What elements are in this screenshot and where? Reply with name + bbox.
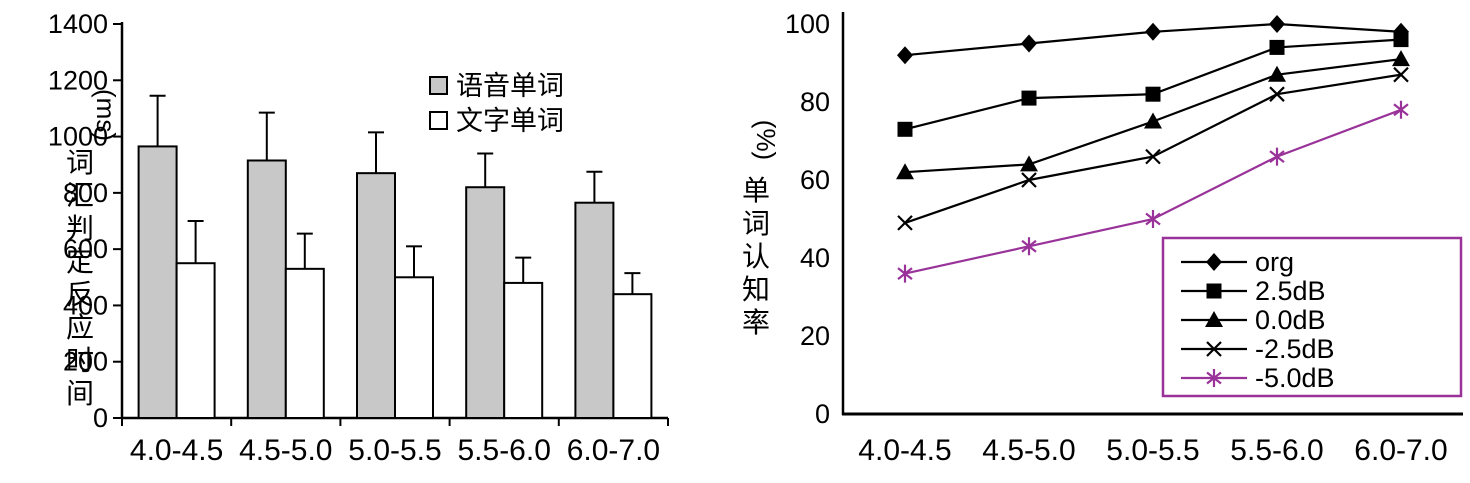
y-tick-label: 1000 [48,122,108,152]
y-axis-title-char: 间 [66,378,94,409]
y-axis-title-char: 知 [742,274,770,305]
y-axis-title-char: 时 [66,345,94,376]
category-label: 5.0-5.5 [348,434,441,467]
reaction-time-bar-chart: 0 200 400 600 800 1000 1200 1400 4.0-4.5 4.5-5.0 5… [48,9,669,467]
legend-label: org [1255,247,1294,277]
legend-label: -2.5dB [1255,334,1335,364]
y-tick-label: 100 [785,9,830,39]
y-tick-label: 400 [63,290,108,320]
asterisk-marker-icon [1145,210,1161,228]
recognition-rate-line-chart: 0 20 40 60 80 100 4.0-4.5 4.5-5.0 5.0-5.5 5.5-6.0… [742,9,1463,467]
triangle-marker-icon [896,163,914,180]
x-marker-icon [897,215,913,231]
square-marker-icon [1021,90,1037,106]
legend-label: 文字单词 [456,106,564,136]
category-label: 4.0-4.5 [858,434,951,467]
triangle-marker-icon [1144,112,1162,129]
bar [612,293,653,419]
y-axis-title-char: 汇 [66,180,94,211]
y-axis-title-char: 定 [66,246,94,277]
y-tick-label: 0 [815,399,830,429]
y-axis-unit-label: (ms) [91,89,121,141]
square-marker-icon [1393,32,1409,48]
y-axis-title-char: 词 [742,208,770,239]
diamond-marker-icon [1269,15,1285,33]
y-axis-title-char: 认 [742,241,770,272]
triangle-marker-icon [1392,50,1410,67]
x-marker-icon [1269,86,1285,102]
bar [356,172,396,419]
diamond-marker-icon [1206,253,1222,271]
bar [574,201,615,419]
y-tick-label: 600 [63,234,108,264]
square-marker-icon [1145,86,1161,102]
legend-label: 2.5dB [1255,276,1326,306]
category-label: 5.5-6.0 [1230,434,1323,467]
y-axis-title-char: 单 [742,175,770,206]
diamond-marker-icon [1145,22,1161,41]
legend-label: 语音单词 [456,71,564,101]
triangle-marker-icon [1205,311,1223,327]
y-tick-label: 80 [800,87,830,117]
y-tick-label: 40 [800,243,830,273]
y-tick-label: 800 [63,178,108,208]
x-marker-icon [1145,148,1161,165]
asterisk-marker-icon [1269,147,1285,166]
y-axis-title-char: 判 [66,213,94,244]
y-tick-label: 1200 [48,65,108,95]
asterisk-marker-icon [897,264,913,283]
category-label: 4.5-5.0 [982,434,1075,467]
category-label: 4.0-4.5 [130,434,223,467]
bar [394,276,434,419]
y-tick-label: 60 [800,165,830,195]
bar [175,262,216,420]
category-label: 6.0-7.0 [567,434,660,467]
bar [465,186,506,419]
bar [137,145,178,420]
asterisk-marker-icon [1021,237,1037,256]
y-axis-title-char: 率 [742,307,770,338]
x-marker-icon [1021,172,1037,188]
triangle-marker-icon [1268,65,1286,82]
y-axis-title-char: 反 [66,279,94,310]
category-label: 5.0-5.5 [1106,434,1199,467]
category-label: 5.5-6.0 [457,434,550,467]
y-axis-unit-label: (%) [751,120,781,160]
x-marker-icon [1393,66,1409,83]
y-axis-title-char: 应 [66,312,94,343]
bar [246,159,287,419]
y-axis-title-char: 词 [66,147,94,178]
asterisk-marker-icon [1393,100,1409,119]
triangle-marker-icon [1020,155,1038,172]
y-tick-label: 200 [63,347,108,377]
diamond-marker-icon [1021,34,1037,53]
square-marker-icon [1269,39,1285,55]
legend-swatch-icon [429,111,448,130]
square-marker-icon [1206,283,1222,299]
bar [284,267,325,420]
asterisk-marker-icon [1206,369,1222,387]
y-tick-label: 0 [93,403,108,433]
category-label: 4.5-5.0 [239,434,332,467]
legend-label: 0.0dB [1255,305,1326,335]
diamond-marker-icon [897,46,913,65]
y-tick-label: 1400 [48,9,108,39]
y-tick-label: 20 [800,321,830,351]
category-label: 6.0-7.0 [1354,434,1447,467]
x-marker-icon [1206,341,1222,357]
bar [503,281,544,419]
square-marker-icon [897,121,913,137]
legend-swatch-icon [429,76,448,95]
legend-label: -5.0dB [1255,363,1335,393]
